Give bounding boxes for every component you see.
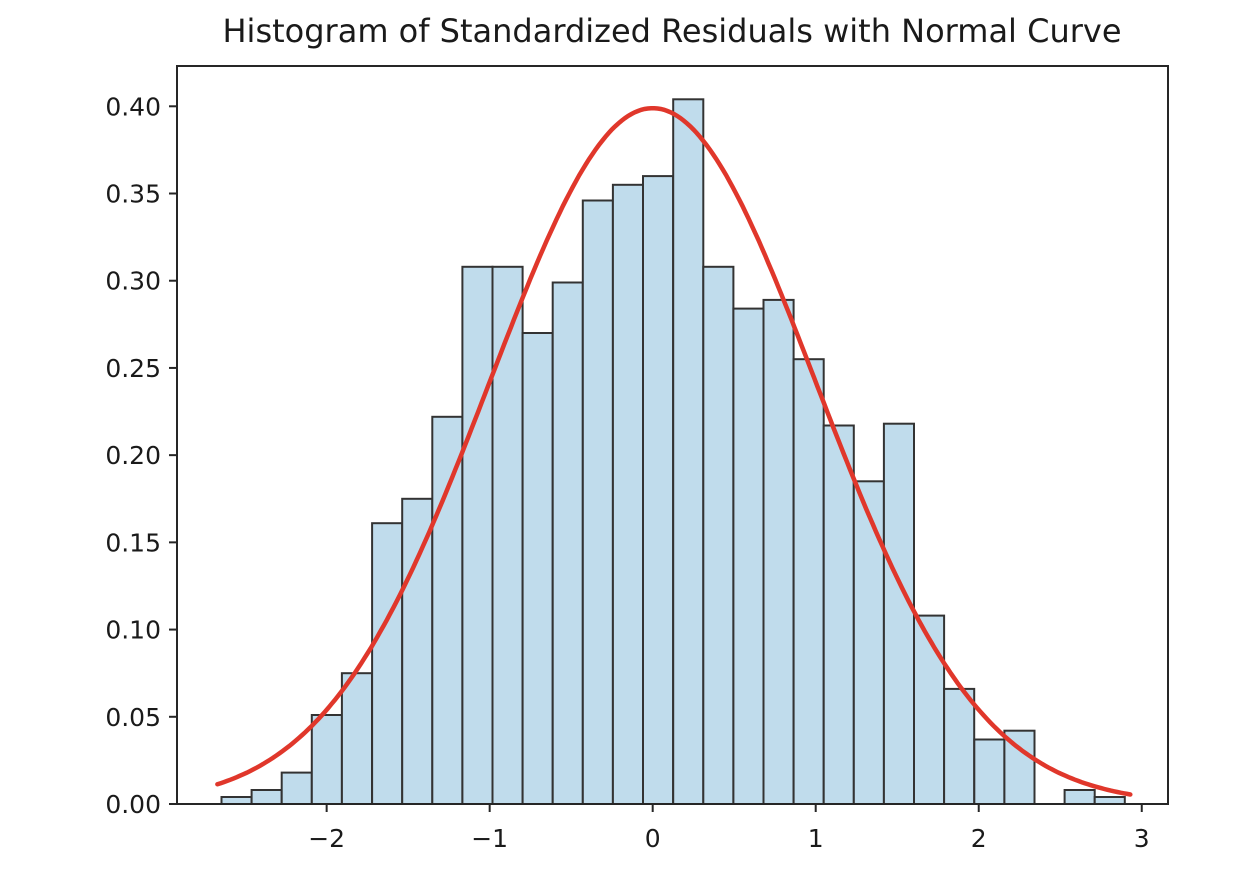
y-tick-label: 0.15 — [105, 528, 161, 557]
histogram-bar — [611, 183, 645, 806]
histogram-bar — [792, 358, 825, 805]
histogram-bar — [913, 614, 946, 805]
histogram-bar — [461, 265, 494, 805]
histogram-bar — [250, 789, 283, 805]
histogram-bar — [1063, 789, 1096, 805]
histogram-bar — [852, 480, 885, 805]
histogram-bar — [1093, 796, 1126, 805]
chart-title: Histogram of Standardized Residuals with… — [222, 12, 1121, 50]
histogram-bar — [280, 771, 313, 805]
axis-tick-labels: −2 −1 0 1 2 3 0.00 0.05 0.10 0.15 0.20 0.25 0.30 0.35… — [105, 92, 1149, 853]
histogram-bar — [762, 298, 795, 805]
y-tick-label: 0.05 — [105, 703, 161, 732]
y-tick-label: 0.40 — [105, 92, 161, 121]
histogram-bar — [732, 307, 765, 805]
histogram-bar — [672, 98, 705, 806]
y-tick-label: 0.25 — [105, 354, 161, 383]
histogram-bar — [371, 522, 404, 805]
x-tick-label: 1 — [808, 824, 824, 853]
normal-curve — [215, 105, 1133, 797]
plot-axes — [169, 65, 1169, 812]
histogram-bar — [431, 415, 464, 805]
histogram-bar — [521, 332, 554, 805]
histogram-bar — [551, 281, 584, 805]
y-tick-label: 0.35 — [105, 180, 161, 209]
histogram-bar — [310, 714, 343, 805]
histogram-bar — [702, 265, 735, 805]
histogram-bar — [340, 672, 373, 806]
x-tick-label: 3 — [1134, 824, 1150, 853]
histogram-bar — [401, 497, 434, 805]
histogram-bar — [642, 175, 675, 806]
y-tick-label: 0.00 — [105, 790, 161, 819]
y-tick-label: 0.30 — [105, 267, 161, 296]
histogram-bar — [491, 265, 524, 805]
y-tick-label: 0.10 — [105, 616, 161, 645]
histogram-bar — [220, 796, 253, 805]
histogram-bar — [581, 199, 614, 805]
histogram-bar — [822, 424, 855, 805]
x-tick-label: 2 — [971, 824, 987, 853]
y-tick-label: 0.20 — [105, 441, 161, 470]
histogram-bar — [973, 738, 1006, 805]
x-tick-label: −1 — [471, 824, 508, 853]
histogram-bar — [882, 422, 916, 805]
plot-border — [176, 65, 1169, 805]
histogram-bars — [220, 98, 1126, 806]
x-tick-label: 0 — [645, 824, 661, 853]
histogram-bar — [943, 687, 976, 806]
x-tick-label: −2 — [308, 824, 345, 853]
normal-curve-line — [215, 105, 1133, 797]
